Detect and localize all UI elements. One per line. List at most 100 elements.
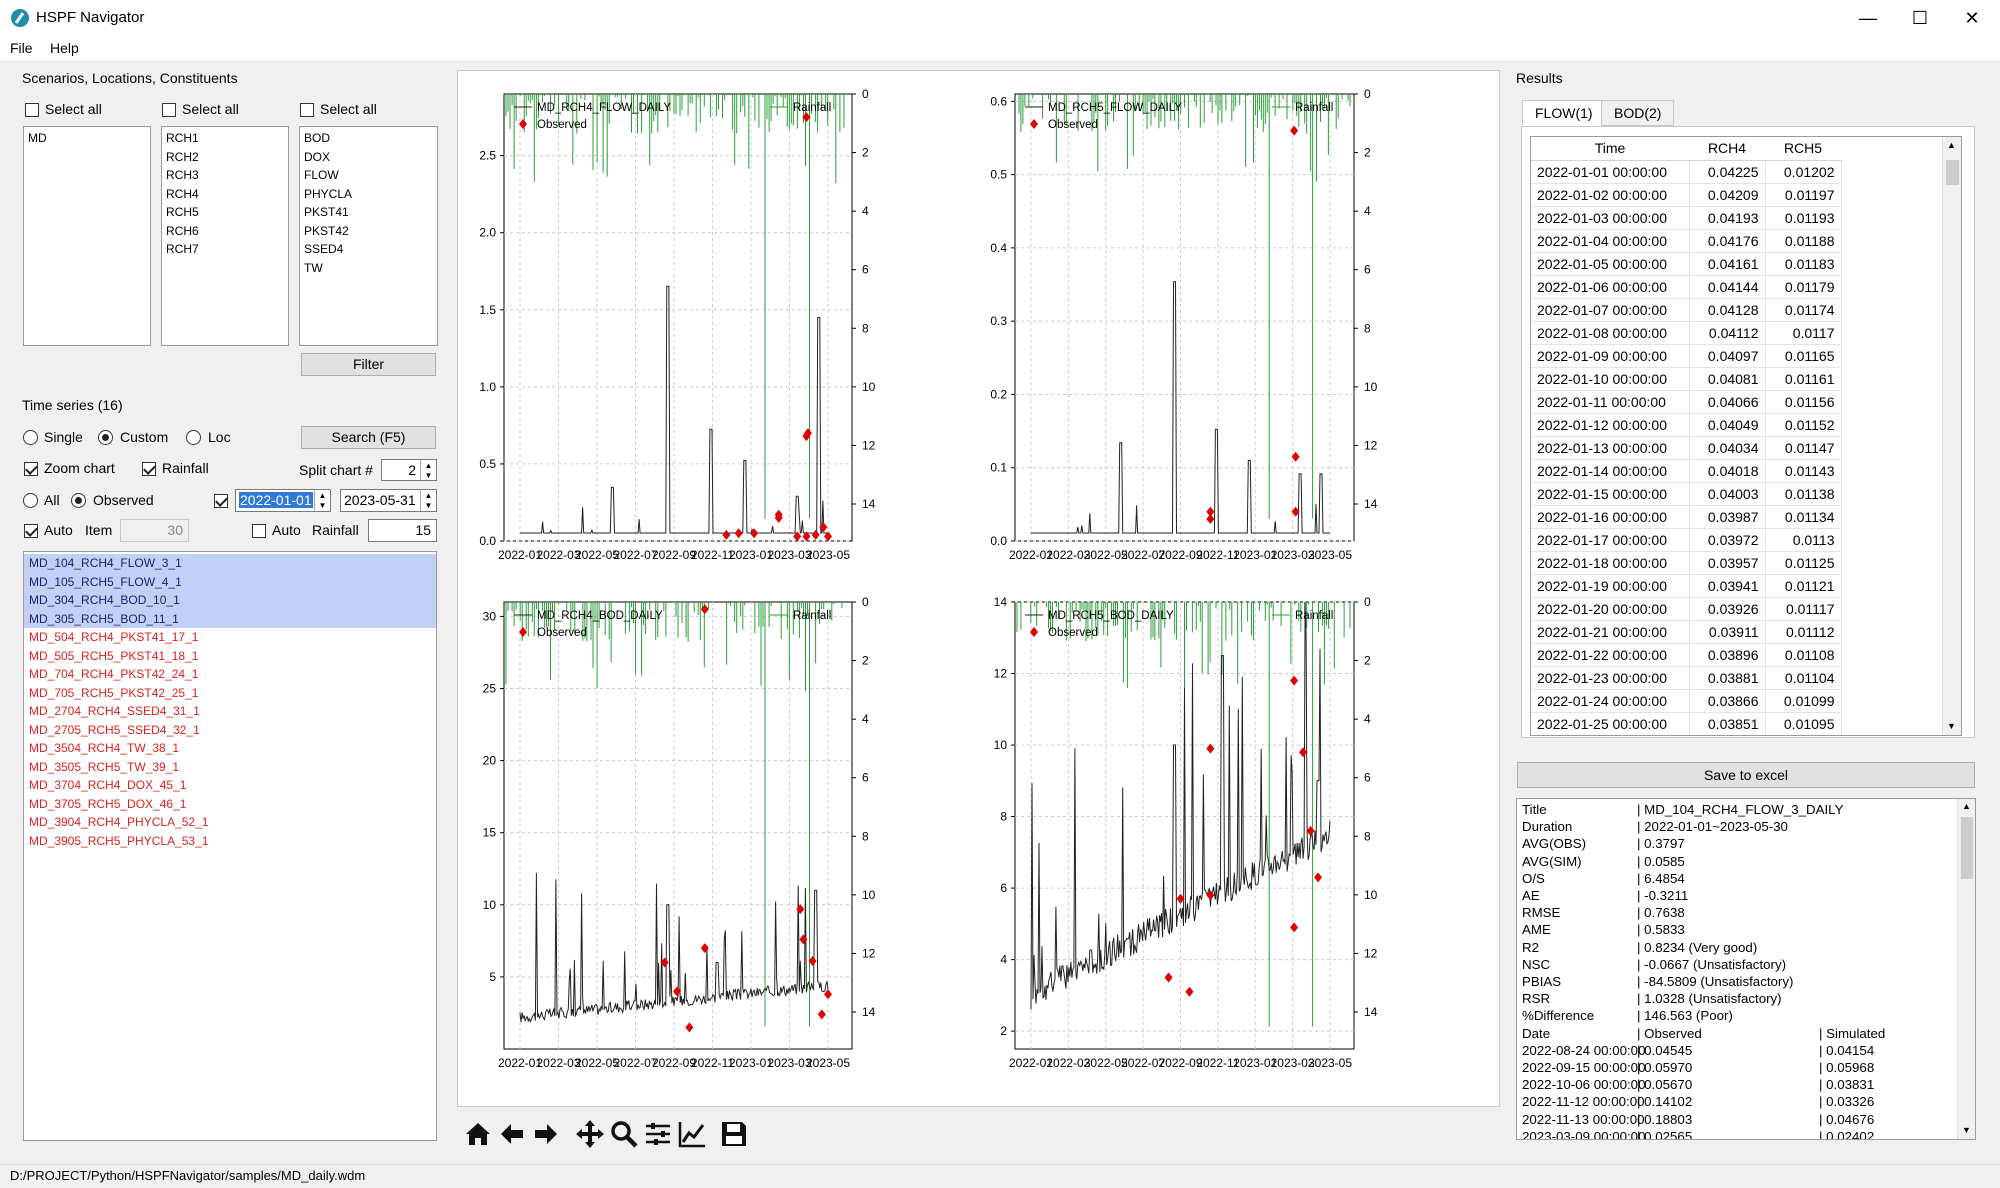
table-row[interactable]: 2022-01-07 00:00:00 0.04128 0.01174 [1531, 298, 1842, 322]
table-row[interactable]: 2022-01-01 00:00:00 0.04225 0.01202 [1531, 160, 1842, 184]
timeseries-item[interactable]: MD_704_RCH4_PKST42_24_1 [29, 667, 199, 681]
maximize-button[interactable]: ☐ [1911, 8, 1929, 28]
chart-panel-1[interactable]: 2022-012022-032022-052022-072022-092022-… [479, 87, 875, 562]
location-item[interactable]: RCH7 [166, 242, 199, 256]
table-row[interactable]: 2022-01-21 00:00:00 0.03911 0.01112 [1531, 620, 1842, 644]
split-chart-spinner[interactable]: 2 ▲ ▼ [381, 459, 437, 481]
auto-rainfall-checkbox[interactable] [252, 524, 266, 538]
loc-radio[interactable] [186, 430, 201, 445]
charts-canvas[interactable]: 2022-012022-032022-052022-072022-092022-… [458, 71, 1499, 1106]
constituent-item[interactable]: FLOW [304, 168, 339, 182]
timeseries-item[interactable]: MD_304_RCH4_BOD_10_1 [24, 591, 436, 610]
table-row[interactable]: 2022-01-23 00:00:00 0.03881 0.01104 [1531, 666, 1842, 690]
table-row[interactable]: 2022-01-12 00:00:00 0.04049 0.01152 [1531, 413, 1842, 437]
custom-radio[interactable] [98, 430, 113, 445]
table-row[interactable]: 2022-01-14 00:00:00 0.04018 0.01143 [1531, 459, 1842, 483]
item-count-input[interactable]: 30 [120, 519, 189, 542]
chart-panel-2[interactable]: 2022-012022-032022-052022-072022-092022-… [990, 87, 1377, 562]
spinner-arrows-icon[interactable]: ▲ ▼ [314, 490, 330, 511]
table-row[interactable]: 2022-01-20 00:00:00 0.03926 0.01117 [1531, 597, 1842, 621]
timeseries-item[interactable]: MD_3705_RCH5_DOX_46_1 [29, 796, 187, 811]
table-row[interactable]: 2022-01-18 00:00:00 0.03957 0.01125 [1531, 551, 1842, 575]
table-row[interactable]: 2022-01-06 00:00:00 0.04144 0.01179 [1531, 275, 1842, 299]
minimize-button[interactable]: — [1859, 8, 1877, 28]
timeseries-item[interactable]: MD_505_RCH5_PKST41_18_1 [29, 648, 199, 663]
scenario-item[interactable]: MD [28, 131, 47, 145]
save-to-excel-button[interactable]: Save to excel [1517, 762, 1975, 788]
tab-bod[interactable]: BOD(2) [1601, 100, 1675, 126]
timeseries-item[interactable]: MD_3505_RCH5_TW_39_1 [29, 759, 180, 774]
constituent-item[interactable]: BOD [304, 131, 331, 145]
timeseries-item[interactable]: MD_3704_RCH4_DOX_45_1 [29, 778, 187, 792]
location-item[interactable]: RCH1 [166, 131, 199, 145]
table-row[interactable]: 2022-01-15 00:00:00 0.04003 0.01138 [1531, 482, 1842, 506]
pan-icon[interactable] [574, 1118, 606, 1150]
constituent-item[interactable]: TW [304, 260, 323, 275]
table-row[interactable]: 2022-01-19 00:00:00 0.03941 0.01121 [1531, 574, 1842, 598]
constituent-item[interactable]: DOX [304, 149, 331, 164]
location-item[interactable]: RCH6 [166, 223, 199, 238]
table-row[interactable]: 2022-01-09 00:00:00 0.04097 0.01165 [1531, 344, 1842, 368]
table-row[interactable]: 2022-01-08 00:00:00 0.04112 0.0117 [1531, 321, 1842, 345]
menu-file[interactable]: File [10, 40, 33, 56]
results-scrollbar[interactable]: ▲ ▼ [1942, 137, 1961, 735]
select-all-locations-checkbox[interactable] [162, 103, 176, 117]
constituents-list[interactable]: BOD DOX FLOW PHYCLA PKST41 PKST42 SSED4 TW [299, 126, 438, 346]
end-date-field[interactable]: 2023-05-31 ▲ ▼ [340, 489, 437, 512]
location-item[interactable]: RCH4 [166, 186, 199, 201]
observed-radio[interactable] [71, 493, 86, 508]
scroll-up-icon[interactable]: ▲ [1962, 801, 1971, 811]
close-button[interactable]: ✕ [1964, 8, 1980, 28]
location-item[interactable]: RCH5 [166, 205, 199, 219]
chart-area[interactable]: 2022-01 2022-03 2022-05 2022-07 2022-09 2022-… [457, 70, 1500, 1107]
col-time[interactable]: Time [1531, 137, 1689, 161]
timeseries-item[interactable]: MD_2704_RCH4_SSED4_31_1 [29, 704, 200, 718]
table-row[interactable]: 2022-01-02 00:00:00 0.04209 0.01197 [1531, 183, 1842, 207]
col-rch4[interactable]: RCH4 [1689, 137, 1765, 161]
table-row[interactable]: 2022-01-24 00:00:00 0.03866 0.01099 [1531, 689, 1842, 713]
scenarios-list[interactable]: MD [23, 126, 151, 346]
timeseries-item[interactable]: MD_305_RCH5_BOD_11_1 [24, 609, 436, 628]
table-row[interactable]: 2022-01-13 00:00:00 0.04034 0.01147 [1531, 436, 1842, 460]
timeseries-item[interactable]: MD_3905_RCH5_PHYCLA_53_1 [29, 833, 209, 848]
results-table[interactable]: Time RCH4 RCH5 2022-01-01 00:00:00 0.0422… [1530, 136, 1962, 736]
auto-item-checkbox[interactable] [24, 524, 38, 538]
home-icon[interactable] [462, 1118, 494, 1150]
forward-arrow-icon[interactable] [530, 1118, 562, 1150]
back-arrow-icon[interactable] [496, 1118, 528, 1150]
spinner-arrows-icon[interactable]: ▲ ▼ [420, 460, 436, 480]
locations-list[interactable]: RCH1 RCH2 RCH3 RCH4 RCH5 RCH6 RCH7 [161, 126, 289, 346]
scrollbar-thumb[interactable] [1946, 160, 1959, 185]
col-rch5[interactable]: RCH5 [1765, 137, 1841, 161]
scrollbar-thumb[interactable] [1961, 817, 1973, 879]
select-all-constituents-checkbox[interactable] [300, 103, 314, 117]
tab-flow[interactable]: FLOW(1) [1522, 100, 1606, 126]
chart-panel-4[interactable]: 2022-012022-032022-052022-072022-092022-… [994, 595, 1378, 1070]
timeseries-item[interactable]: MD_3904_RCH4_PHYCLA_52_1 [29, 815, 209, 829]
timeseries-item[interactable]: MD_504_RCH4_PKST41_17_1 [29, 630, 199, 644]
timeseries-item[interactable]: MD_104_RCH4_FLOW_3_1 [24, 554, 436, 573]
scroll-down-icon[interactable]: ▼ [1947, 721, 1956, 731]
stats-scrollbar[interactable]: ▲ ▼ [1957, 799, 1975, 1139]
menu-help[interactable]: Help [50, 40, 79, 56]
timeseries-item[interactable]: MD_705_RCH5_PKST42_25_1 [29, 685, 199, 700]
date-range-checkbox[interactable] [214, 494, 228, 508]
location-item[interactable]: RCH2 [166, 149, 199, 164]
all-radio[interactable] [23, 493, 38, 508]
timeseries-item[interactable]: MD_2705_RCH5_SSED4_32_1 [29, 722, 200, 737]
single-radio[interactable] [23, 430, 38, 445]
rainfall-checkbox[interactable] [142, 462, 156, 476]
save-figure-icon[interactable] [718, 1118, 750, 1150]
table-row[interactable]: 2022-01-05 00:00:00 0.04161 0.01183 [1531, 252, 1842, 276]
constituent-item[interactable]: PKST42 [304, 223, 349, 238]
table-row[interactable]: 2022-01-22 00:00:00 0.03896 0.01108 [1531, 643, 1842, 667]
select-all-scenarios-checkbox[interactable] [25, 103, 39, 117]
constituent-item[interactable]: PKST41 [304, 205, 349, 219]
table-row[interactable]: 2022-01-11 00:00:00 0.04066 0.01156 [1531, 390, 1842, 414]
constituent-item[interactable]: PHYCLA [304, 186, 353, 201]
statistics-panel[interactable]: Title | MD_104_RCH4_FLOW_3_DAILY Duration |… [1516, 798, 1976, 1140]
table-row[interactable]: 2022-01-04 00:00:00 0.04176 0.01188 [1531, 229, 1842, 253]
timeseries-item[interactable]: MD_3504_RCH4_TW_38_1 [29, 741, 180, 755]
table-row[interactable]: 2022-01-25 00:00:00 0.03851 0.01095 [1531, 712, 1842, 735]
timeseries-item[interactable]: MD_105_RCH5_FLOW_4_1 [24, 572, 436, 591]
